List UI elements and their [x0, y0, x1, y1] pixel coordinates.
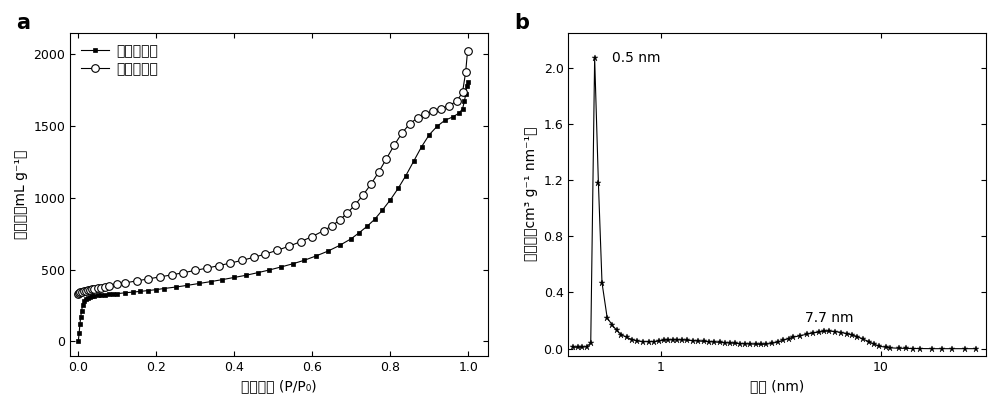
吸附等温线 [326, 223, 338, 228]
Text: b: b [514, 13, 529, 33]
吸附等温线 [380, 156, 392, 161]
脱附等温线 [84, 294, 96, 299]
脱附等温线 [78, 299, 90, 304]
吸附等温线 [306, 234, 318, 239]
脱附等温线 [240, 273, 252, 278]
脱附等温线 [74, 322, 86, 326]
Legend: 脱附等温线, 吸附等温线: 脱附等温线, 吸附等温线 [77, 39, 162, 80]
吸附等温线 [427, 109, 439, 114]
Y-axis label: 吸附量（mL g⁻¹）: 吸附量（mL g⁻¹） [14, 149, 28, 239]
Y-axis label: 孔体积（cm³ g⁻¹ nm⁻¹）: 孔体积（cm³ g⁻¹ nm⁻¹） [524, 127, 538, 261]
吸附等温线 [295, 239, 307, 244]
脱附等温线 [103, 292, 115, 297]
Text: 0.5 nm: 0.5 nm [612, 51, 661, 65]
脱附等温线 [72, 338, 84, 343]
吸附等温线 [72, 291, 84, 296]
X-axis label: 孔径 (nm): 孔径 (nm) [750, 379, 804, 393]
Line: 脱附等温线: 脱附等温线 [76, 79, 470, 343]
Text: a: a [16, 13, 30, 33]
脱附等温线 [462, 79, 474, 84]
X-axis label: 相对压力 (P/P₀): 相对压力 (P/P₀) [241, 379, 317, 393]
吸附等温线 [462, 48, 474, 53]
脱附等温线 [369, 217, 381, 222]
Line: 吸附等温线: 吸附等温线 [75, 47, 471, 298]
Text: 7.7 nm: 7.7 nm [805, 311, 853, 325]
吸附等温线 [111, 282, 123, 287]
